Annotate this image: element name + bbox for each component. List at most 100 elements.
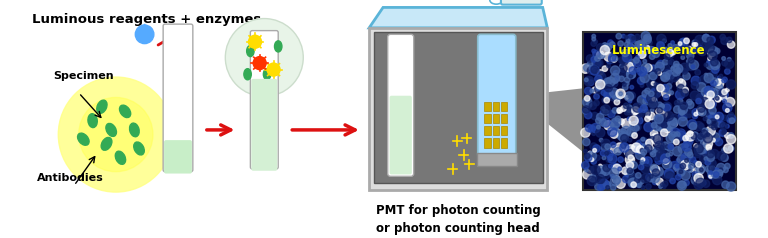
Circle shape [584,154,592,161]
Circle shape [706,126,715,135]
Circle shape [627,43,633,48]
Circle shape [592,59,601,68]
Circle shape [723,130,727,134]
Circle shape [721,154,728,161]
Circle shape [653,97,657,100]
Circle shape [640,161,644,164]
FancyBboxPatch shape [250,31,278,169]
Circle shape [599,53,605,59]
Circle shape [664,111,674,121]
Circle shape [637,40,647,49]
Circle shape [625,146,634,155]
Circle shape [712,66,719,73]
Circle shape [592,37,595,41]
Circle shape [710,149,719,159]
Circle shape [664,47,668,51]
Bar [492,102,499,111]
Circle shape [613,176,621,184]
Circle shape [608,157,612,161]
Circle shape [646,97,651,102]
Circle shape [591,41,597,46]
Circle shape [695,69,700,75]
Circle shape [690,157,696,162]
Circle shape [655,145,664,154]
Circle shape [697,105,705,112]
Circle shape [722,89,727,95]
Text: Luminous reagents + enzymes: Luminous reagents + enzymes [32,13,262,26]
Circle shape [608,56,616,63]
Circle shape [657,102,662,108]
Circle shape [267,63,280,76]
FancyBboxPatch shape [501,0,541,5]
Circle shape [653,153,660,161]
Circle shape [639,72,647,80]
Circle shape [727,118,731,122]
Circle shape [659,104,664,109]
Circle shape [603,164,611,172]
Circle shape [588,151,592,155]
Circle shape [668,127,672,131]
Circle shape [705,166,710,172]
Circle shape [708,49,715,57]
Circle shape [592,87,598,93]
Circle shape [611,142,616,148]
Text: Luminescence: Luminescence [612,44,706,57]
Circle shape [668,53,674,59]
Circle shape [611,124,614,127]
Circle shape [607,40,613,45]
Ellipse shape [101,137,112,150]
Circle shape [639,70,645,76]
Circle shape [680,163,686,169]
Circle shape [634,41,642,48]
Circle shape [665,168,674,177]
Circle shape [629,174,638,183]
Circle shape [654,149,660,154]
Circle shape [637,110,644,118]
Circle shape [617,167,621,171]
Circle shape [695,165,704,174]
Circle shape [665,172,674,181]
Circle shape [594,75,602,83]
Circle shape [604,78,611,85]
Circle shape [709,107,717,114]
Circle shape [621,58,628,65]
Circle shape [621,126,631,135]
Circle shape [726,97,735,107]
Circle shape [696,94,705,103]
Circle shape [651,134,660,144]
Circle shape [696,161,701,167]
Circle shape [660,72,670,82]
Circle shape [602,66,607,71]
Circle shape [654,167,664,176]
Circle shape [670,74,678,82]
Circle shape [616,179,625,188]
Circle shape [680,39,684,43]
Circle shape [583,109,588,114]
Circle shape [627,127,637,136]
Circle shape [670,118,677,125]
Circle shape [684,144,688,148]
Polygon shape [513,88,584,153]
Circle shape [709,46,718,56]
Circle shape [634,34,640,40]
Circle shape [650,174,660,183]
Circle shape [715,97,721,102]
Circle shape [624,92,634,101]
Circle shape [650,148,657,155]
Circle shape [641,105,647,110]
Circle shape [642,143,650,150]
Bar [369,28,548,190]
Circle shape [717,151,727,161]
Circle shape [713,168,720,175]
Circle shape [617,157,624,162]
Circle shape [611,120,620,129]
Circle shape [620,65,627,72]
Circle shape [588,125,595,133]
Circle shape [647,148,650,151]
Circle shape [703,156,713,165]
Circle shape [694,144,697,148]
Circle shape [656,115,661,121]
FancyBboxPatch shape [163,24,193,172]
Circle shape [660,123,670,132]
Circle shape [719,86,723,90]
